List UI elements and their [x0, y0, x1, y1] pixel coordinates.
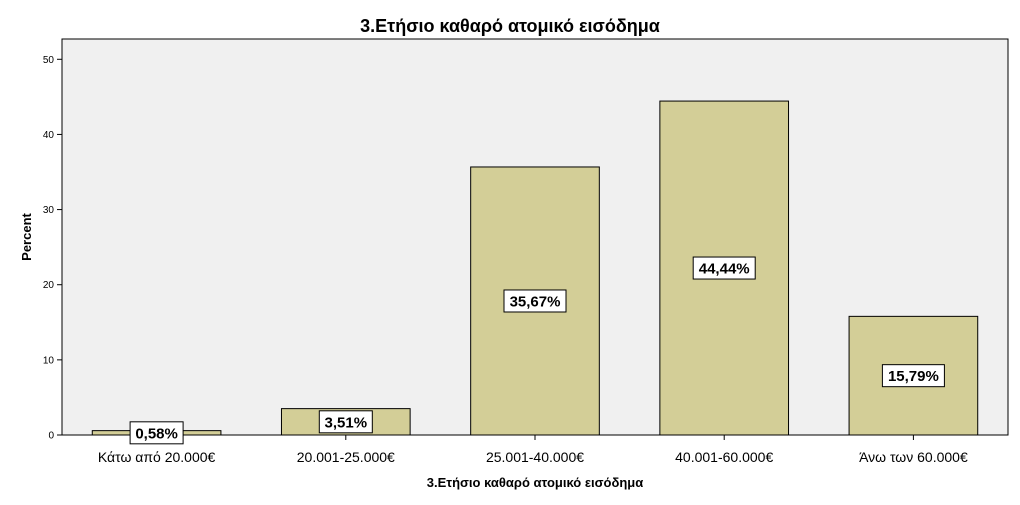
data-labels: 0,58% 3,51% 35,67% 44,44% 15,79% [129, 256, 945, 445]
data-label-box [692, 256, 756, 280]
data-label-text: 44,44% [699, 261, 750, 278]
data-label-text: 15,79% [888, 368, 939, 385]
x-tick-label: 20.001-25.000€ [297, 449, 395, 465]
data-label-5: 15,79% [881, 364, 945, 388]
x-tick-label: 40.001-60.000€ [675, 449, 773, 465]
data-label-text: 35,67% [510, 293, 561, 310]
y-axis-title: Percent [19, 212, 34, 260]
data-label-box [881, 364, 945, 388]
y-tick-label: 40 [43, 130, 55, 141]
data-label-text: 3,51% [325, 414, 368, 431]
data-label-text: 0,58% [135, 425, 178, 442]
y-tick-label: 10 [43, 355, 55, 366]
data-label-1: 0,58% [129, 421, 184, 445]
data-label-box [503, 289, 567, 313]
y-tick-label: 20 [43, 280, 55, 291]
x-axis: Κάτω από 20.000€ 20.001-25.000€ 25.001-40.… [98, 435, 968, 465]
y-tick-label: 50 [43, 55, 55, 66]
data-label-box [129, 421, 184, 445]
x-tick-label: Κάτω από 20.000€ [98, 449, 216, 465]
y-tick-label: 30 [43, 205, 55, 216]
x-axis-title: 3.Ετήσιο καθαρό ατομικό εισόδημα [427, 475, 643, 490]
data-label-box [318, 410, 373, 434]
chart-title: 3.Ετήσιο καθαρό ατομικό εισόδημα [360, 16, 660, 36]
y-axis: 0 10 20 30 40 50 [43, 55, 62, 442]
x-tick-label: Άνω των 60.000€ [859, 449, 968, 465]
data-label-3: 35,67% [503, 289, 567, 313]
data-label-4: 44,44% [692, 256, 756, 280]
y-tick-label: 0 [48, 431, 54, 442]
data-label-2: 3,51% [318, 410, 373, 434]
x-tick-label: 25.001-40.000€ [486, 449, 584, 465]
